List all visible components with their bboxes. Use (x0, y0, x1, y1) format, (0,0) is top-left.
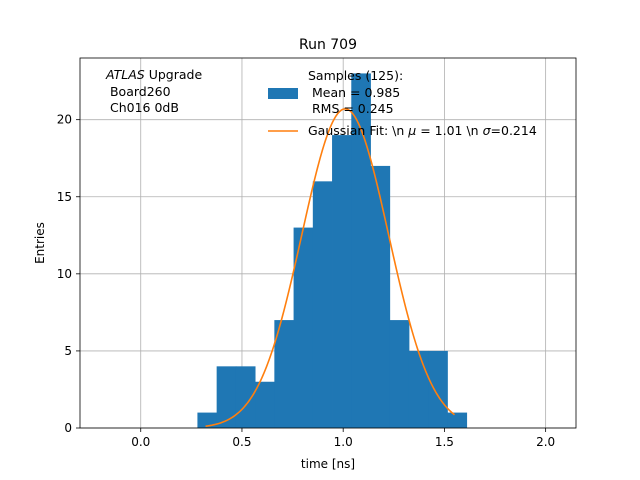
y-tick-label-4: 20 (57, 113, 72, 127)
legend-hist-line2: Mean = 0.985 (308, 85, 400, 100)
legend: Samples (125): Mean = 0.985 RMS = 0.245 … (268, 68, 537, 138)
gaussian-fit-curve (205, 108, 456, 428)
legend-fit-label: Gaussian Fit: \n μ = 1.01 \n σ=0.214 (308, 123, 537, 138)
histogram-bar-6 (312, 181, 333, 428)
svg-text:ATLAS Upgrade: ATLAS Upgrade (105, 67, 202, 82)
annotation: ATLAS Upgrade Board260 Ch016 0dB (105, 67, 202, 115)
histogram-bar-4 (274, 320, 294, 428)
legend-hist-line3: RMS = 0.245 (308, 101, 394, 116)
histogram-bar-0 (197, 412, 218, 428)
y-tick-label-1: 5 (64, 344, 72, 358)
x-axis-label: time [ns] (301, 457, 355, 471)
legend-hist-swatch (268, 88, 298, 99)
y-tick-label-0: 0 (64, 421, 72, 435)
annotation-upgrade: Upgrade (145, 67, 203, 82)
annotation-board: Board260 (106, 84, 171, 99)
x-tick-label-2: 1.0 (334, 435, 353, 449)
histogram-bars (197, 73, 468, 429)
y-axis-ticks: 0 5 10 15 20 (57, 113, 80, 435)
y-axis-label: Entries (33, 222, 47, 264)
x-tick-label-1: 0.5 (232, 435, 251, 449)
histogram-bar-1 (216, 366, 237, 428)
histogram-bar-11 (408, 350, 429, 428)
histogram-bar-10 (389, 320, 410, 428)
annotation-atlas: ATLAS (105, 67, 145, 82)
x-tick-label-3: 1.5 (435, 435, 454, 449)
y-tick-label-2: 10 (57, 267, 72, 281)
histogram-bar-2 (235, 366, 256, 428)
chart-title: Run 709 (299, 37, 357, 53)
histogram-bar-12 (428, 350, 448, 428)
plot-frame (79, 57, 577, 429)
histogram-bar-8 (351, 73, 371, 429)
annotation-channel: Ch016 0dB (106, 100, 179, 115)
histogram-bar-7 (332, 135, 352, 429)
x-axis-ticks: 0.0 0.5 1.0 1.5 2.0 (131, 428, 555, 449)
x-tick-label-4: 2.0 (536, 435, 555, 449)
histogram-bar-9 (370, 165, 391, 428)
histogram-bar-3 (255, 381, 275, 428)
y-tick-label-3: 15 (57, 190, 72, 204)
histogram-bar-13 (447, 412, 468, 428)
histogram-bar-5 (293, 227, 314, 428)
x-tick-label-0: 0.0 (131, 435, 150, 449)
legend-hist-line1: Samples (125): (308, 68, 403, 83)
